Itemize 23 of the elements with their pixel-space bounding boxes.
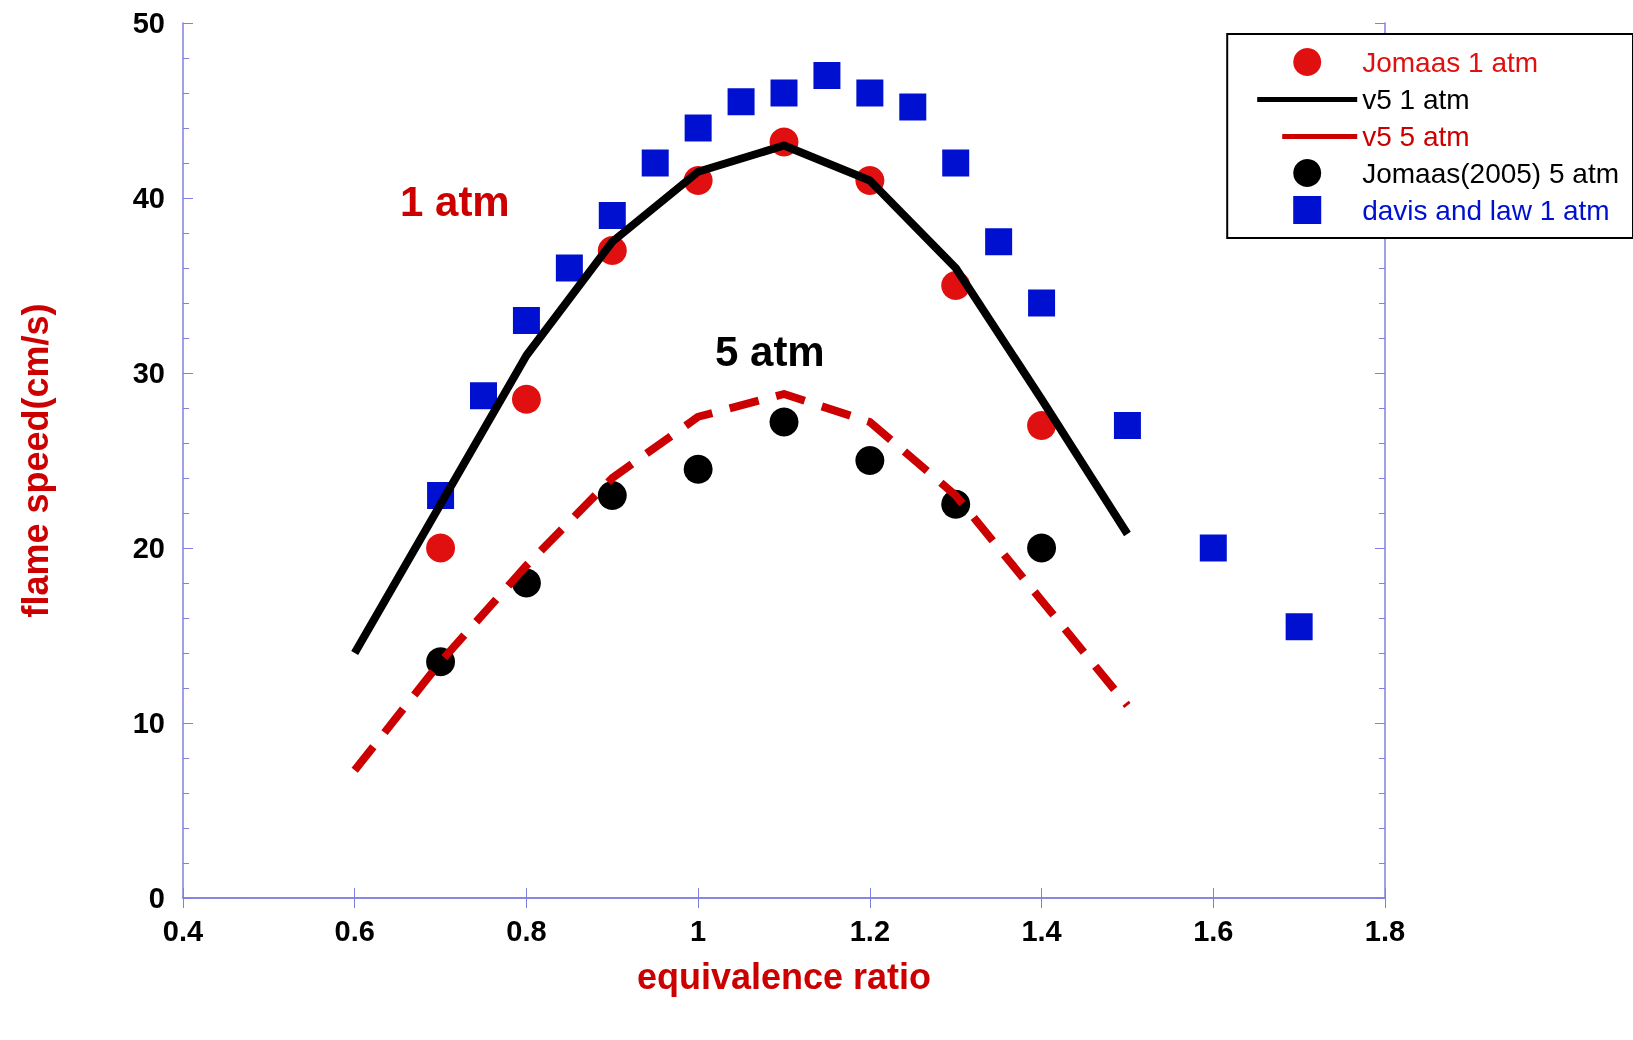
annotation: 1 atm [400,177,510,225]
y-tick-label: 0 [148,882,165,914]
y-tick-label: 10 [132,707,165,739]
x-tick-label: 0.8 [506,914,547,947]
y-tick-label: 30 [132,357,165,389]
x-tick-label: 1.6 [1193,914,1234,947]
y-tick-label: 40 [132,182,165,214]
y-tick-label: 50 [132,7,165,39]
x-tick-label: 1.2 [849,914,891,947]
x-tick-label: 0.6 [334,914,375,947]
legend-label: davis and law 1 atm [1362,194,1610,226]
x-tick-label: 1 [690,914,707,947]
y-axis-title: flame speed(cm/s) [14,303,56,618]
annotation: 5 atm [715,327,825,375]
y-tick-label: 20 [132,532,165,564]
x-tick-label: 1.8 [1364,914,1406,947]
legend-label: v5 5 atm [1362,120,1470,152]
x-tick-label: 1.4 [1021,914,1062,947]
legend-label: Jomaas(2005) 5 atm [1362,157,1620,189]
legend-label: v5 1 atm [1362,83,1470,115]
x-axis-title: equivalence ratio [636,955,932,997]
legend-label: Jomaas 1 atm [1362,46,1539,78]
x-tick-label: 0.4 [162,914,204,947]
